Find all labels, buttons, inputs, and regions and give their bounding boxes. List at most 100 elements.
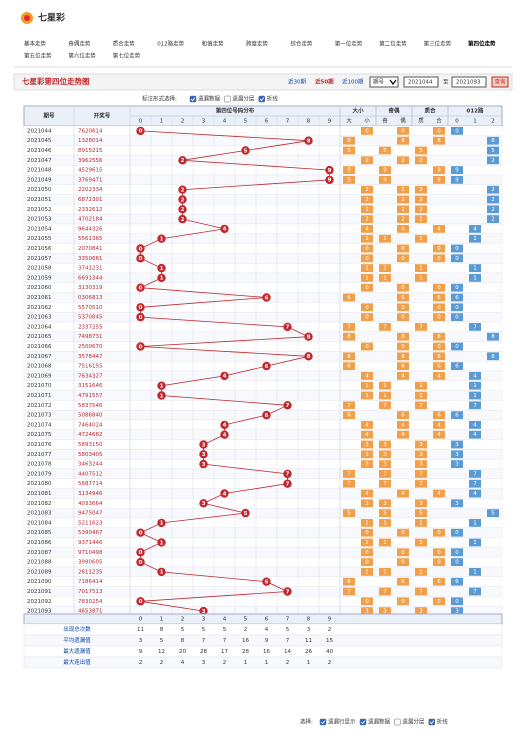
- group-hit: [361, 234, 373, 243]
- group-hit: [361, 607, 373, 615]
- nav-link[interactable]: 第六位走势: [68, 52, 96, 60]
- digit-header: 2: [181, 119, 185, 125]
- group-header: 012路: [467, 107, 484, 115]
- decoration: [491, 76, 509, 88]
- group-hit-value: 7: [347, 481, 351, 487]
- group-hit: [361, 205, 373, 214]
- group-hit-value: 2: [365, 197, 369, 203]
- group-hit: [469, 225, 481, 233]
- group-hit: [361, 558, 373, 566]
- group-hit: [379, 401, 391, 410]
- group-hit-value: 0: [437, 530, 441, 536]
- group-hit: [397, 548, 409, 557]
- checkbox-label[interactable]: 折线: [267, 95, 279, 103]
- hit-ball-value: 8: [307, 139, 311, 145]
- nav-link[interactable]: 综合走势: [290, 40, 313, 48]
- open-number: 3741231: [78, 266, 103, 272]
- checkbox-label[interactable]: 遗漏行显示: [328, 718, 356, 726]
- hit-ball: [136, 254, 145, 263]
- decoration: [451, 76, 487, 88]
- group-hit-value: 7: [383, 589, 387, 595]
- stat-value: 7: [202, 638, 206, 644]
- group-hit: [379, 166, 391, 174]
- nav-link[interactable]: 第二位走势: [379, 40, 407, 48]
- nav-link[interactable]: 第五位走势: [24, 52, 52, 60]
- group-hit: [415, 568, 427, 576]
- group-hit: [487, 509, 499, 517]
- checkbox[interactable]: [224, 95, 231, 103]
- nav-link[interactable]: 奇偶走势: [68, 40, 91, 48]
- nav-link[interactable]: 第四位走势: [468, 40, 496, 48]
- nav-link[interactable]: 第七位走势: [113, 52, 141, 60]
- group-hit-value: 1: [383, 540, 387, 546]
- checkbox[interactable]: [189, 95, 197, 103]
- checkbox-label[interactable]: 遗漏分层: [232, 95, 255, 103]
- checkbox-label[interactable]: 折线: [437, 718, 449, 726]
- checkbox-label[interactable]: 遗漏数据: [198, 95, 221, 103]
- checkbox-label[interactable]: 遗漏分层: [402, 718, 425, 726]
- query-button[interactable]: 查询: [495, 78, 507, 86]
- from-input[interactable]: 2021044: [408, 80, 433, 86]
- group-hit: [469, 538, 481, 547]
- group-hit: [451, 450, 463, 459]
- period-link[interactable]: 近30期: [288, 78, 306, 86]
- group-hit: [415, 499, 427, 508]
- open-number: 2337255: [78, 324, 103, 330]
- group-hit: [361, 313, 373, 321]
- nav-link[interactable]: 质合走势: [113, 40, 136, 48]
- hit-ball: [262, 577, 271, 586]
- group-hit-value: 8: [437, 138, 441, 144]
- group-hit-value: 1: [473, 540, 477, 546]
- group-hit-value: 5: [347, 511, 351, 517]
- open-number: 7464024: [78, 422, 103, 428]
- group-hit: [451, 499, 463, 508]
- digit-header: 1: [160, 617, 164, 623]
- dist-header: 第四位号码分布: [216, 107, 255, 115]
- hit-ball: [283, 401, 292, 410]
- checkbox[interactable]: [359, 718, 367, 726]
- checkbox-label[interactable]: 遗漏数据: [368, 718, 391, 726]
- issue: 2021053: [27, 217, 52, 223]
- stat-value: 11: [137, 627, 144, 633]
- nav-link[interactable]: 012路走势: [157, 40, 184, 48]
- checkbox[interactable]: [394, 718, 401, 726]
- nav-link[interactable]: 基本走势: [24, 40, 47, 48]
- period-link[interactable]: 近50期: [315, 78, 334, 86]
- issue: 2021080: [27, 481, 52, 487]
- group-hit-value: 4: [473, 491, 477, 497]
- group-hit: [379, 519, 391, 527]
- nav-link[interactable]: 第一位走势: [335, 40, 363, 48]
- nav-link[interactable]: 跨度走势: [246, 40, 269, 48]
- hit-ball-value: 0: [139, 599, 143, 605]
- group-hit: [397, 313, 409, 321]
- group-hit-value: 1: [365, 236, 369, 242]
- hit-ball-value: 2: [181, 188, 185, 194]
- group-hit-value: 4: [473, 432, 477, 438]
- group-label: 合: [436, 117, 442, 125]
- group-hit: [379, 264, 391, 272]
- group-hit-value: 0: [365, 530, 369, 536]
- checkbox[interactable]: [258, 95, 266, 103]
- select[interactable]: 期号: [373, 79, 385, 86]
- to-input[interactable]: 2021093: [456, 80, 481, 86]
- group-hit-value: 6: [347, 413, 351, 419]
- nav-link[interactable]: 和值走势: [202, 40, 225, 48]
- group-hit-value: 0: [455, 246, 459, 252]
- group-hit: [469, 391, 481, 400]
- checkbox[interactable]: [428, 718, 436, 726]
- period-link[interactable]: 近100期: [342, 78, 364, 86]
- group-hit: [397, 597, 409, 606]
- open-number: 5561365: [78, 236, 103, 242]
- group-hit: [469, 372, 481, 380]
- group-hit: [415, 264, 427, 272]
- group-label: 0: [455, 119, 459, 125]
- group-hit-value: 0: [401, 256, 405, 262]
- nav-link[interactable]: 第三位走势: [424, 40, 452, 48]
- checkbox[interactable]: [319, 718, 327, 726]
- group-hit-value: 5: [491, 511, 495, 517]
- group-hit-value: 2: [491, 187, 495, 193]
- group-hit-value: 5: [491, 148, 495, 154]
- digit-header: 9: [328, 119, 332, 125]
- stat-value: 2: [286, 660, 290, 666]
